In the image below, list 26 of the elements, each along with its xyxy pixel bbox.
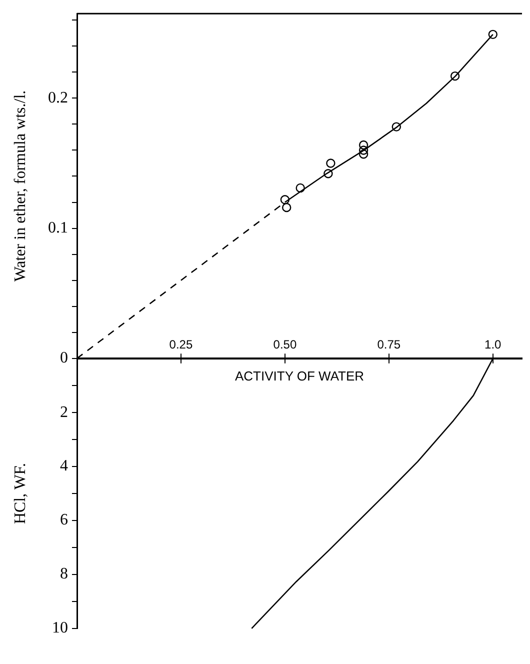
y-axis-title: Water in ether, formula wts./l. [12,90,29,282]
point [358,150,368,159]
point [358,146,368,155]
point [296,183,305,193]
y-tick-label: 2 [60,404,68,421]
x-tick-label: 1.0 [484,338,502,352]
point [282,202,292,212]
y-tick-label: 0.2 [48,89,68,106]
y-tick-label: 8 [60,565,68,582]
point [358,140,368,150]
point [450,71,460,81]
x-tick-label: 0.50 [273,338,297,352]
y-axis-title: HCl, WF. [12,462,29,524]
point [324,169,333,178]
point [326,158,336,168]
y-tick-label: 0.1 [48,219,68,236]
point [488,30,498,40]
y-tick-label: 6 [60,511,68,528]
x-tick-label: 0.25 [169,338,193,352]
point [280,195,290,204]
y-tick-label: 10 [52,619,68,636]
point [392,122,401,132]
y-tick-label: 0 [60,350,68,367]
y-tick-label: 4 [60,458,68,475]
x-tick-label: 0.75 [377,338,401,352]
x-axis-title: ACTIVITY OF WATER [234,368,364,384]
